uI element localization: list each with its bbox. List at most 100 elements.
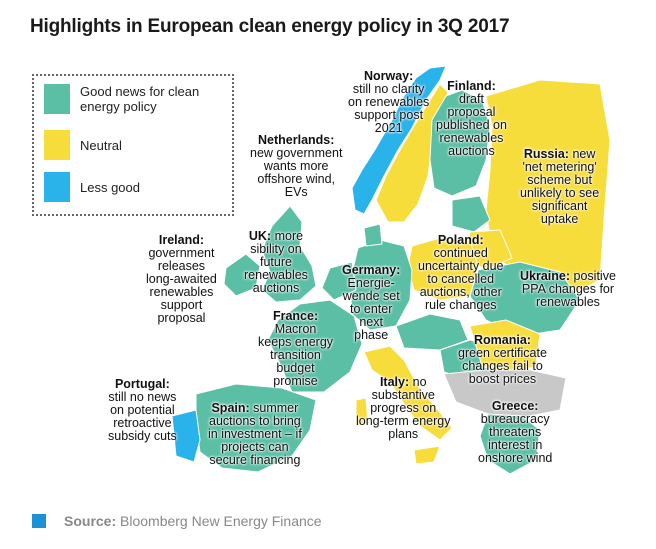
label-russia: Russia: new 'net metering' scheme but un… <box>520 148 599 226</box>
region-romania <box>469 319 541 377</box>
label-netherlands-line: EVs <box>284 185 308 199</box>
source-label: Source: <box>64 513 117 529</box>
label-greece-line: interest in <box>488 438 543 452</box>
label-romania: Romania: green certificate changes fail … <box>458 334 547 386</box>
label-france-line: Macron <box>274 322 317 336</box>
label-poland-line: to cancelled <box>427 272 495 286</box>
label-portugal-line: subsidy cuts <box>108 429 177 443</box>
label-ukraine-line: renewables <box>535 295 600 309</box>
region-benelux <box>321 261 357 301</box>
region-france <box>267 299 363 393</box>
label-italy-line: no <box>412 375 427 389</box>
label-spain-line: summer <box>253 401 299 415</box>
label-uk-name: UK: <box>248 229 272 243</box>
label-italy-line: plans <box>388 427 419 441</box>
label-russia-line: 'net metering' <box>522 160 597 174</box>
legend-item-neutral: Neutral <box>44 130 220 160</box>
label-russia-line: new <box>572 147 596 161</box>
label-france-name: France: <box>272 309 319 323</box>
label-ukraine-name: Ukraine: <box>520 269 571 283</box>
label-italy-name: Italy: <box>379 375 410 389</box>
label-netherlands-line: new government <box>250 146 343 160</box>
region-baltics <box>451 195 491 233</box>
label-ireland-line: releases <box>157 259 206 273</box>
label-spain-line: secure financing <box>209 453 301 467</box>
label-uk-line: renewables <box>244 268 308 282</box>
legend-swatch-neutral <box>44 130 70 160</box>
label-netherlands-line: offshore wind, <box>257 172 336 186</box>
region-italy <box>363 345 453 441</box>
region-ireland <box>223 253 261 297</box>
label-norway-line: 2021 <box>374 121 403 135</box>
label-greece: Greece: bureaucracy threatens interest i… <box>478 400 552 465</box>
label-netherlands-name: Netherlands: <box>258 133 335 147</box>
label-germany-line: next <box>359 315 383 329</box>
source-footer: Source: Bloomberg New Energy Finance <box>32 513 322 529</box>
label-italy-line: long-term energy <box>356 414 451 428</box>
label-germany-line: to enter <box>349 302 393 316</box>
label-ireland-line: proposal <box>157 311 206 325</box>
label-germany-name: Germany: <box>342 263 401 277</box>
label-greece-name: Greece: <box>491 399 539 413</box>
label-poland-line: uncertainty due <box>418 259 504 273</box>
legend-label-less-good: Less good <box>80 179 140 195</box>
label-finland-name: Finland: <box>447 79 496 93</box>
label-russia-line: unlikely to see <box>520 186 600 200</box>
label-italy-line: progress on <box>370 401 437 415</box>
label-germany: Germany: Energie- wende set to enter nex… <box>342 264 400 342</box>
label-uk-line: future <box>259 255 292 269</box>
source-text: Source: Bloomberg New Energy Finance <box>64 513 322 529</box>
label-romania-line: boost prices <box>468 372 537 386</box>
label-romania-line: changes fail to <box>462 359 543 373</box>
label-uk-line: more <box>274 229 304 243</box>
label-germany-line: Energie- <box>347 276 395 290</box>
map-title: Highlights in European clean energy poli… <box>30 16 510 37</box>
label-greece-line: onshore wind <box>478 451 553 465</box>
label-poland-line: continued <box>433 246 488 260</box>
source-marker-icon <box>32 514 46 528</box>
region-sardinia <box>355 397 369 427</box>
label-norway-line: on renewables <box>348 95 430 109</box>
region-portugal <box>171 409 201 463</box>
label-portugal-line: retroactive <box>113 416 172 430</box>
label-ireland: Ireland: government releases long-awaite… <box>146 234 217 325</box>
label-ukraine: Ukraine: positive PPA changes for renewa… <box>520 270 616 309</box>
label-france: France: Macron keeps energy transition b… <box>258 310 333 388</box>
label-ukraine-line: positive <box>573 269 616 283</box>
label-finland-line: proposal <box>447 105 496 119</box>
source-name: Bloomberg New Energy Finance <box>120 513 322 529</box>
label-portugal: Portugal: still no news on potential ret… <box>108 378 177 443</box>
label-russia-line: uptake <box>540 212 579 226</box>
label-finland-line: auctions <box>448 144 495 158</box>
region-uk <box>261 205 317 303</box>
legend-label-neutral: Neutral <box>80 137 122 153</box>
label-finland-line: renewables <box>439 131 504 145</box>
label-portugal-line: on potential <box>110 403 175 417</box>
region-sicily <box>413 445 441 465</box>
label-spain-line: in investment – if <box>208 427 302 441</box>
label-uk-line: sibility on <box>250 242 302 256</box>
label-germany-line: wende set <box>342 289 400 303</box>
label-poland-name: Poland: <box>437 233 484 247</box>
label-ireland-line: renewables <box>149 285 214 299</box>
label-norway-name: Norway: <box>363 69 414 83</box>
label-romania-line: green certificate <box>458 346 547 360</box>
label-ireland-name: Ireland: <box>158 233 205 247</box>
region-denmark <box>363 223 383 247</box>
label-ireland-line: government <box>148 246 215 260</box>
label-ireland-line: support <box>160 298 203 312</box>
label-russia-line: scheme but <box>527 173 592 187</box>
label-norway: Norway: still no clarity on renewables s… <box>348 70 429 135</box>
label-finland-line: draft <box>458 92 484 106</box>
label-spain: Spain: summer auctions to bring in inves… <box>208 402 302 467</box>
label-netherlands-line: wants more <box>263 159 329 173</box>
label-spain-name: Spain: <box>211 401 250 415</box>
label-russia-name: Russia: <box>523 147 569 161</box>
legend-item-good: Good news for clean energy policy <box>44 84 220 114</box>
label-france-line: keeps energy <box>258 335 334 349</box>
label-portugal-line: still no news <box>108 390 177 404</box>
label-romania-name: Romania: <box>473 333 531 347</box>
legend-label-good: Good news for clean energy policy <box>80 84 200 114</box>
legend-swatch-less-good <box>44 172 70 202</box>
label-france-line: transition <box>270 348 321 362</box>
